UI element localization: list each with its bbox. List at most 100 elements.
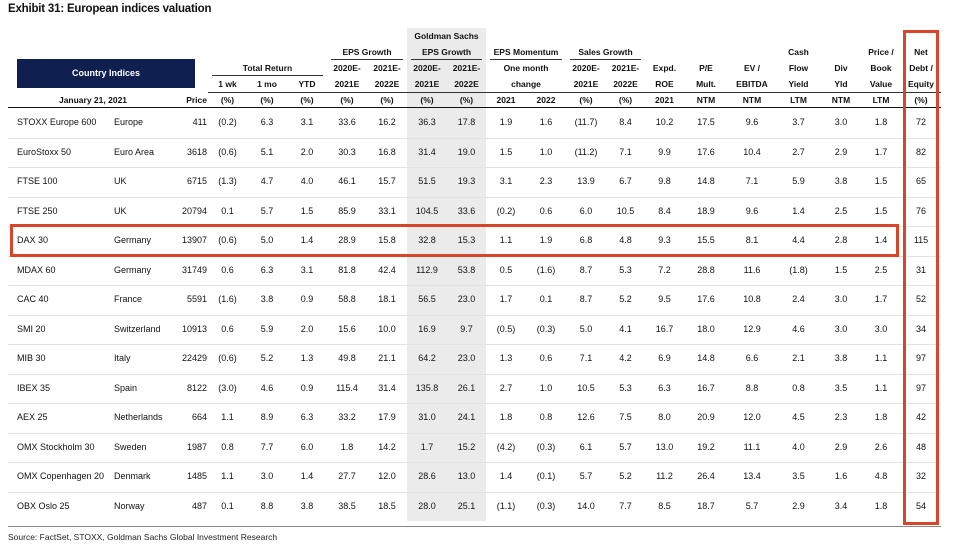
table-cell: 8.1: [745, 235, 759, 245]
table-cell: 2.9: [834, 146, 848, 157]
table-cell: 42.4: [378, 264, 396, 275]
table-cell: 5.1: [260, 146, 274, 157]
table-cell: 1.5: [300, 205, 314, 216]
title: Exhibit 31: European indices valuation: [8, 3, 212, 15]
table-cell: 1.8: [499, 412, 513, 422]
header-cell: 2021E: [573, 79, 599, 89]
table-cell: 3.0: [834, 117, 848, 127]
header-cell: change: [511, 79, 541, 89]
table-cell: 8.7: [579, 294, 593, 304]
table-cell: 81.8: [338, 264, 356, 275]
table-cell: 115: [913, 235, 929, 245]
header-cell: NTM: [831, 95, 851, 105]
table-cell: 1485: [186, 471, 207, 481]
table-cell: 1.6: [834, 471, 848, 481]
table-cell: 1.8: [874, 412, 888, 422]
table-cell: 13.9: [577, 176, 595, 186]
table-cell: 11.6: [743, 264, 761, 275]
table-cell: 28.8: [697, 264, 715, 275]
table-cell: 1.7: [420, 441, 434, 452]
table-cell: 0.5: [499, 264, 513, 275]
row-label: MIB 30: [17, 353, 46, 363]
table-cell: 7.1: [619, 146, 632, 157]
header-cell: Yield: [788, 79, 809, 89]
table-cell: 7.2: [658, 264, 671, 275]
header-cell: Book: [870, 63, 892, 73]
table-cell: 3.5: [834, 382, 848, 393]
table-cell: Netherlands: [114, 412, 163, 422]
table-cell: 6.8: [579, 235, 593, 245]
table-cell: 2.6: [874, 441, 888, 452]
table-cell: 22429: [181, 353, 207, 363]
table-cell: 1.4: [300, 235, 314, 245]
table-cell: 17.5: [697, 117, 715, 127]
table-cell: 18.1: [378, 294, 396, 304]
table-cell: 0.9: [300, 294, 314, 304]
header-cell: Yld: [834, 79, 848, 89]
table-cell: 2.3: [539, 176, 553, 186]
table-cell: 14.8: [697, 353, 715, 363]
header-cell: 2022E: [613, 79, 638, 89]
table-cell: 14.0: [577, 500, 595, 511]
row-label: SMI 20: [17, 323, 46, 334]
header-cell: EPS Growth: [342, 47, 392, 57]
row-rule: [8, 137, 941, 139]
table-cell: 15.8: [378, 235, 396, 245]
table-cell: 31749: [181, 264, 207, 275]
table-cell: 1.1: [874, 382, 888, 393]
table-cell: 5591: [186, 294, 207, 304]
table-cell: 20.9: [697, 412, 715, 422]
table-cell: 0.8: [792, 382, 805, 393]
table-cell: 4.5: [792, 412, 805, 422]
table-cell: 3.0: [834, 294, 848, 304]
header-cell: 2020E-: [333, 63, 361, 73]
table-cell: 7.7: [260, 441, 274, 452]
row-label: CAC 40: [17, 294, 49, 304]
row-label: OMX Stockholm 30: [17, 441, 95, 452]
header-cell: (%): [618, 95, 633, 105]
table-cell: 4.8: [619, 235, 632, 245]
table-cell: 2.4: [792, 294, 805, 304]
table-cell: 8.8: [745, 382, 759, 393]
header-cell: 2021E-: [373, 63, 401, 73]
highlight-column: [903, 30, 939, 525]
table-cell: 1.7: [499, 294, 513, 304]
header-cell: Debt /: [909, 63, 933, 73]
header-cell: 2020E-: [413, 63, 441, 73]
table-cell: 9.5: [658, 294, 671, 304]
table-cell: 1.1: [499, 235, 513, 245]
table-cell: 38.5: [338, 500, 356, 511]
header-cell: (%): [459, 95, 474, 105]
table-cell: 9.8: [658, 176, 671, 186]
header-cell: Flow: [788, 63, 809, 73]
header-cell: P/E: [699, 63, 713, 73]
table-cell: 8.7: [579, 264, 593, 275]
table-cell: 28.9: [338, 235, 356, 245]
table-cell: 6.9: [658, 353, 671, 363]
table-cell: 16.7: [655, 323, 674, 334]
header-cell: (%): [300, 95, 314, 105]
header-cell: EBITDA: [736, 79, 768, 89]
table-cell: Norway: [114, 500, 145, 511]
group-rule: [490, 59, 562, 60]
table-cell: 3.8: [834, 176, 848, 186]
table-cell: 12.6: [577, 412, 595, 422]
table-cell: 8.4: [658, 205, 671, 216]
table-cell: 11.1: [743, 441, 761, 452]
table-cell: 10913: [181, 323, 207, 334]
table-cell: 34: [915, 323, 926, 334]
header-cell: Price: [186, 95, 207, 105]
table-cell: 8.8: [260, 500, 274, 511]
header-cell: Mult.: [696, 79, 716, 89]
table-cell: 0.6: [221, 264, 234, 275]
table-cell: 0.6: [539, 353, 553, 363]
header-cell: Value: [869, 79, 893, 89]
table-cell: Spain: [114, 382, 138, 393]
table-cell: 2.3: [834, 412, 848, 422]
table-cell: 1.7: [874, 294, 888, 304]
table-cell: 51.5: [418, 176, 436, 186]
table-cell: 33.6: [457, 205, 476, 216]
table-cell: 33.1: [378, 205, 396, 216]
table-cell: 17.9: [378, 412, 396, 422]
table-cell: 1.1: [221, 412, 234, 422]
